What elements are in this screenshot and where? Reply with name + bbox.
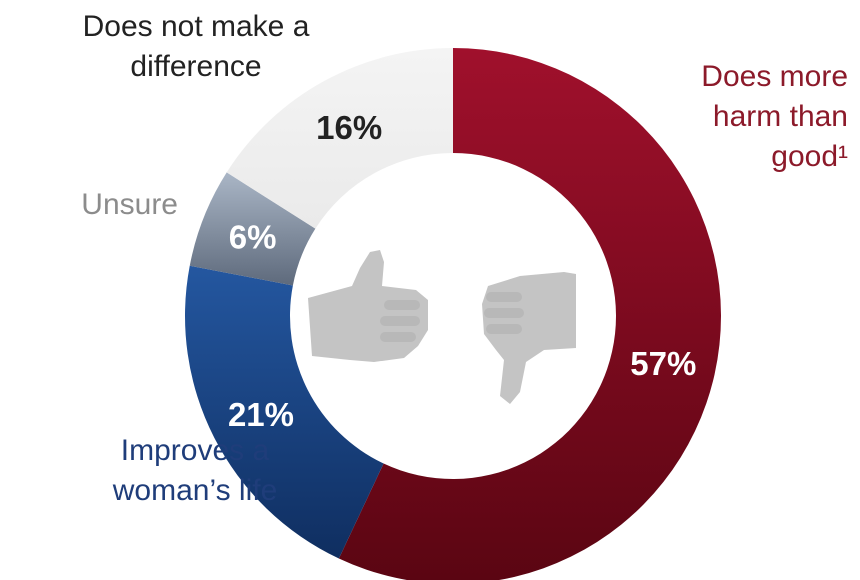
- label-improves-life: Improves a woman’s life: [112, 434, 278, 507]
- value-label-improves-life: 21%: [228, 396, 294, 433]
- value-label-does-more-harm: 57%: [630, 345, 696, 382]
- label-no-difference: Does not make a difference: [83, 10, 310, 83]
- value-label-no-difference: 16%: [316, 109, 382, 146]
- slice-no-difference: [226, 48, 453, 229]
- slice-does-more-harm: [338, 48, 721, 580]
- value-label-unsure: 6%: [229, 219, 277, 256]
- slice-improves-life: [185, 265, 384, 559]
- thumbs-up-icon: [308, 250, 428, 362]
- label-does-more-harm: Does more harm than good¹: [701, 60, 848, 173]
- donut-slices: [185, 48, 721, 580]
- slice-unsure: [189, 172, 316, 286]
- thumbs-down-icon: [482, 272, 576, 404]
- label-unsure: Unsure: [81, 188, 178, 221]
